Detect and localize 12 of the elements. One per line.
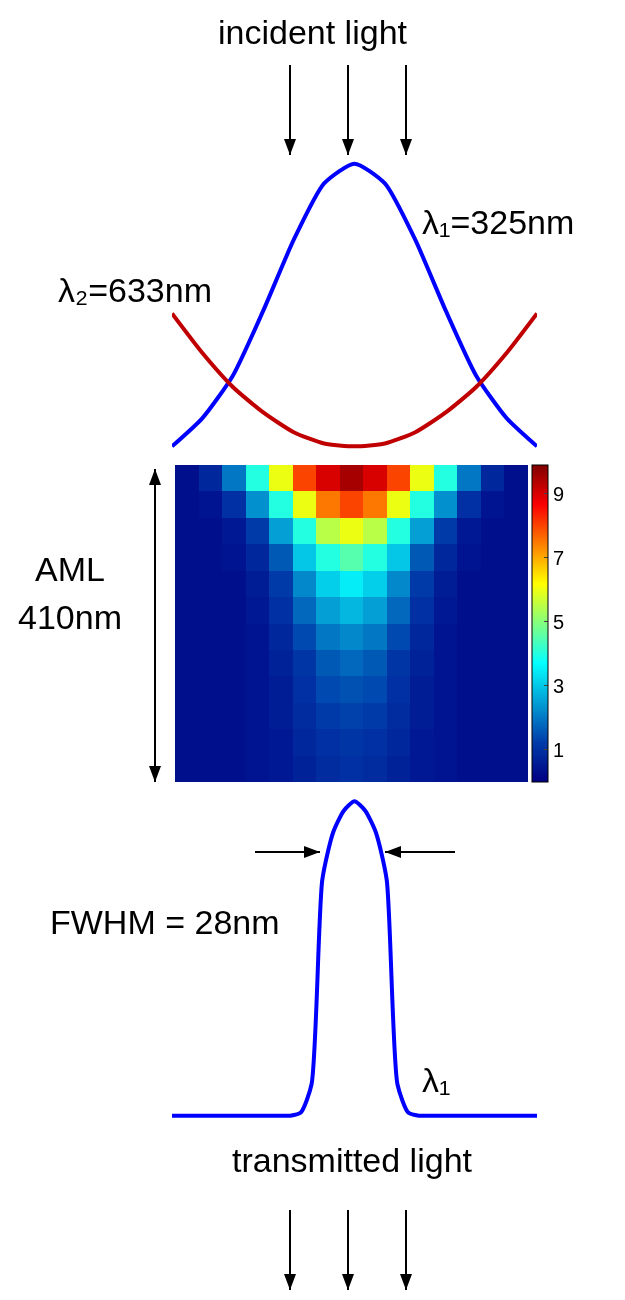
series-label: λ₁ — [422, 1061, 451, 1099]
series-label: λ₂=633nm — [58, 271, 213, 309]
color-bar-label: 9 — [553, 482, 565, 505]
chart-title: incident light — [217, 12, 408, 51]
y-axis-title: AML 410nm — [17, 549, 123, 638]
series-label: λ₁=325nm — [422, 203, 575, 241]
text: transmitted light — [232, 1141, 473, 1179]
color-bar-label: 7 — [553, 546, 565, 569]
annotation: FWHM = 28nm — [50, 903, 280, 941]
color-bar-label: 1 — [553, 738, 565, 761]
color-bar-label: 5 — [553, 610, 565, 633]
color-bar-label: 3 — [553, 674, 565, 697]
